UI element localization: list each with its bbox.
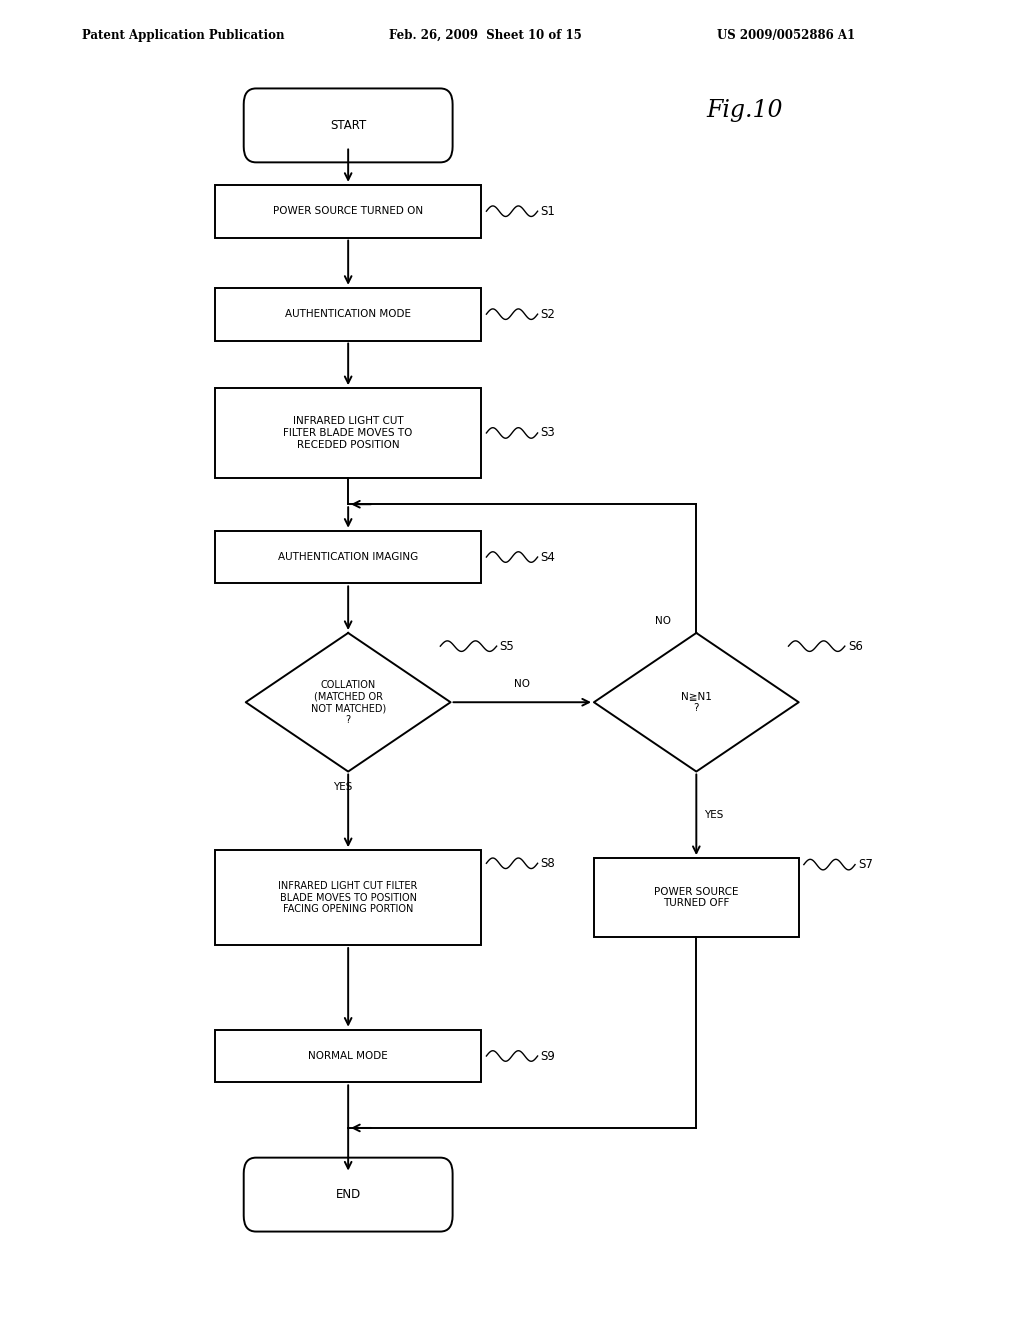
- FancyBboxPatch shape: [244, 88, 453, 162]
- Text: YES: YES: [705, 809, 724, 820]
- Text: S4: S4: [541, 550, 556, 564]
- Text: Fig.10: Fig.10: [707, 99, 783, 121]
- Text: US 2009/0052886 A1: US 2009/0052886 A1: [717, 29, 855, 42]
- Text: S8: S8: [541, 857, 555, 870]
- Text: YES: YES: [334, 781, 352, 792]
- Text: Patent Application Publication: Patent Application Publication: [82, 29, 285, 42]
- Text: S6: S6: [848, 640, 863, 652]
- FancyBboxPatch shape: [244, 1158, 453, 1232]
- Text: NO: NO: [514, 678, 530, 689]
- Text: INFRARED LIGHT CUT FILTER
BLADE MOVES TO POSITION
FACING OPENING PORTION: INFRARED LIGHT CUT FILTER BLADE MOVES TO…: [279, 880, 418, 915]
- Text: S3: S3: [541, 426, 555, 440]
- Text: S1: S1: [541, 205, 556, 218]
- Text: END: END: [336, 1188, 360, 1201]
- Text: COLLATION
(MATCHED OR
NOT MATCHED)
?: COLLATION (MATCHED OR NOT MATCHED) ?: [310, 680, 386, 725]
- Text: POWER SOURCE TURNED ON: POWER SOURCE TURNED ON: [273, 206, 423, 216]
- FancyBboxPatch shape: [215, 185, 481, 238]
- Text: AUTHENTICATION MODE: AUTHENTICATION MODE: [285, 309, 412, 319]
- Text: START: START: [330, 119, 367, 132]
- Text: NORMAL MODE: NORMAL MODE: [308, 1051, 388, 1061]
- Text: INFRARED LIGHT CUT
FILTER BLADE MOVES TO
RECEDED POSITION: INFRARED LIGHT CUT FILTER BLADE MOVES TO…: [284, 416, 413, 450]
- FancyBboxPatch shape: [215, 850, 481, 945]
- Text: S9: S9: [541, 1049, 556, 1063]
- Text: NO: NO: [654, 616, 671, 626]
- Text: AUTHENTICATION IMAGING: AUTHENTICATION IMAGING: [279, 552, 418, 562]
- FancyBboxPatch shape: [215, 288, 481, 341]
- FancyBboxPatch shape: [594, 858, 799, 937]
- Text: S2: S2: [541, 308, 556, 321]
- Text: POWER SOURCE
TURNED OFF: POWER SOURCE TURNED OFF: [654, 887, 738, 908]
- FancyBboxPatch shape: [215, 531, 481, 583]
- Text: S5: S5: [500, 640, 514, 652]
- Text: N≧N1
?: N≧N1 ?: [681, 692, 712, 713]
- Text: S7: S7: [858, 858, 873, 871]
- Text: Feb. 26, 2009  Sheet 10 of 15: Feb. 26, 2009 Sheet 10 of 15: [389, 29, 582, 42]
- FancyBboxPatch shape: [215, 1030, 481, 1082]
- FancyBboxPatch shape: [215, 388, 481, 478]
